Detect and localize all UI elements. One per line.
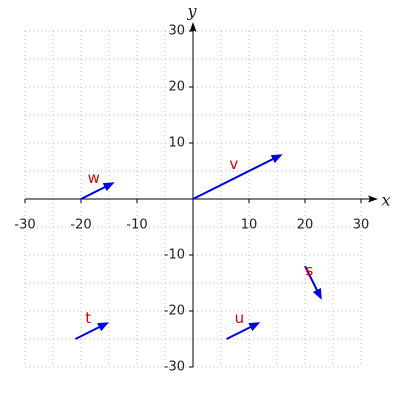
x-tick-label: 30 (353, 218, 370, 233)
vector (192, 154, 283, 200)
vector-head (97, 322, 109, 332)
x-axis-title: x (381, 191, 390, 210)
y-tick-label: 10 (168, 136, 185, 151)
y-tick-label: -10 (164, 248, 185, 263)
y-axis-arrow (189, 22, 197, 32)
vector-label: s (305, 262, 313, 280)
vector-head (102, 182, 115, 192)
vector-shaft (80, 185, 107, 200)
x-tick-label: -30 (14, 218, 35, 233)
vector-shaft (192, 157, 275, 200)
y-axis-title: y (186, 2, 197, 21)
vector-label: v (229, 155, 238, 173)
x-tick-label: 20 (297, 218, 314, 233)
x-tick-label: -10 (126, 218, 147, 233)
vector-head (248, 322, 261, 332)
vector (74, 322, 109, 340)
vector-label: t (85, 309, 91, 327)
vector-head (270, 154, 283, 164)
vector-shaft (74, 325, 102, 340)
vector-shaft (304, 265, 319, 293)
vector (80, 182, 115, 200)
vector-label: w (88, 169, 100, 187)
vector (304, 265, 322, 300)
x-tick-label: -20 (70, 218, 91, 233)
x-tick-label: 10 (241, 218, 258, 233)
x-axis-arrow (368, 195, 378, 203)
vector-head (312, 287, 322, 300)
vector-label: u (235, 309, 245, 327)
y-tick-label: -20 (164, 304, 185, 319)
vector-shaft (226, 325, 253, 340)
y-tick-label: -30 (164, 360, 185, 375)
vector (226, 322, 261, 340)
y-tick-label: 20 (168, 80, 185, 95)
y-tick-label: 30 (168, 24, 185, 39)
